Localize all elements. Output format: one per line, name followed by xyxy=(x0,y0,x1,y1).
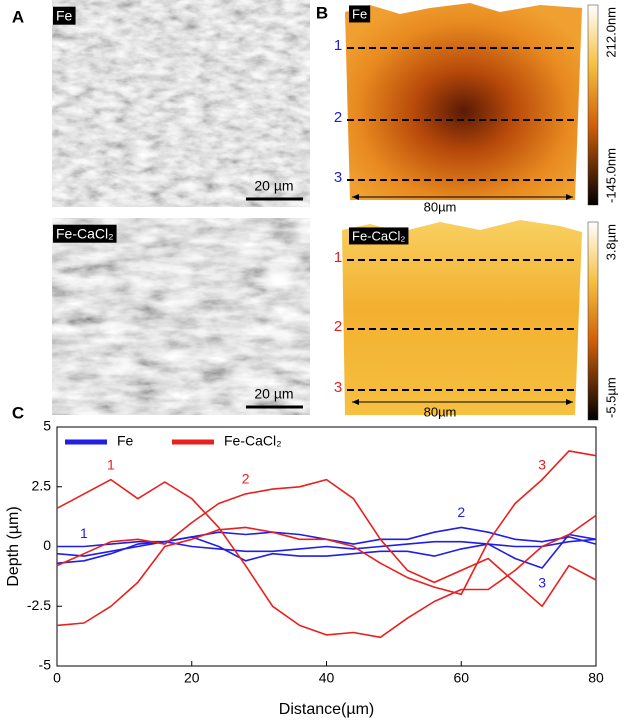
scale-bar-label: 20 µm xyxy=(254,386,293,402)
colorbar-min: -145.0nm xyxy=(603,148,618,203)
afm-image xyxy=(52,0,310,207)
panel-label: C xyxy=(12,403,24,422)
y-tick-label: -5 xyxy=(39,657,52,673)
line-label: 2 xyxy=(242,471,250,487)
x-tick-label: 60 xyxy=(453,670,469,686)
image-panels xyxy=(52,0,599,421)
x-tick-label: 0 xyxy=(53,670,61,686)
line-label: 1 xyxy=(80,525,88,541)
surface-3d xyxy=(345,3,582,200)
line-series xyxy=(56,478,597,608)
y-tick-label: 5 xyxy=(43,418,51,434)
colorbar-min: -5.5µm xyxy=(603,377,618,418)
profile-number: 1 xyxy=(334,249,342,266)
colorbar xyxy=(587,221,599,421)
label-bg xyxy=(53,6,76,25)
label-bg xyxy=(53,224,117,243)
profile-number: 3 xyxy=(334,169,342,186)
panel-label: B xyxy=(316,3,328,22)
line-series xyxy=(56,533,597,569)
colorbar xyxy=(587,4,599,206)
surface-3d xyxy=(342,220,582,415)
x-tick-label: 20 xyxy=(184,670,200,686)
colorbar-max: 3.8µm xyxy=(603,224,618,260)
x-tick-label: 40 xyxy=(319,670,335,686)
image-label: Fe-CaCl₂ xyxy=(352,228,405,243)
profile-number: 2 xyxy=(334,109,342,126)
legend-label: Fe xyxy=(117,433,134,449)
legend-label: Fe-CaCl₂ xyxy=(224,433,282,449)
image-label: Fe xyxy=(352,6,367,21)
width-label: 80µm xyxy=(424,199,457,214)
y-axis-label: Depth (µm) xyxy=(5,506,22,586)
line-label: 1 xyxy=(107,456,115,472)
y-tick-label: 0 xyxy=(43,537,51,553)
y-tick-label: -2.5 xyxy=(27,597,51,613)
line-series xyxy=(57,538,597,553)
profile-number: 2 xyxy=(334,318,342,335)
label-bg xyxy=(349,5,371,23)
x-tick-label: 80 xyxy=(588,670,604,686)
profile-number: 3 xyxy=(334,379,342,396)
profile-number: 1 xyxy=(334,37,342,54)
line-label: 3 xyxy=(538,575,546,591)
scale-bar-label: 20 µm xyxy=(254,178,293,194)
width-label: 80µm xyxy=(424,404,457,419)
x-axis-label: Distance(µm) xyxy=(279,701,374,718)
line-label: 3 xyxy=(538,456,546,472)
image-label: Fe xyxy=(56,8,73,24)
label-bg xyxy=(349,227,409,245)
colorbar-max: 212.0nm xyxy=(603,7,618,58)
line-series xyxy=(56,478,597,639)
line-label: 2 xyxy=(457,504,465,520)
line-series xyxy=(56,450,597,627)
afm-image xyxy=(52,218,310,415)
image-label: Fe-CaCl₂ xyxy=(56,226,114,242)
y-tick-label: 2.5 xyxy=(32,477,52,493)
panel-label: A xyxy=(12,7,24,26)
